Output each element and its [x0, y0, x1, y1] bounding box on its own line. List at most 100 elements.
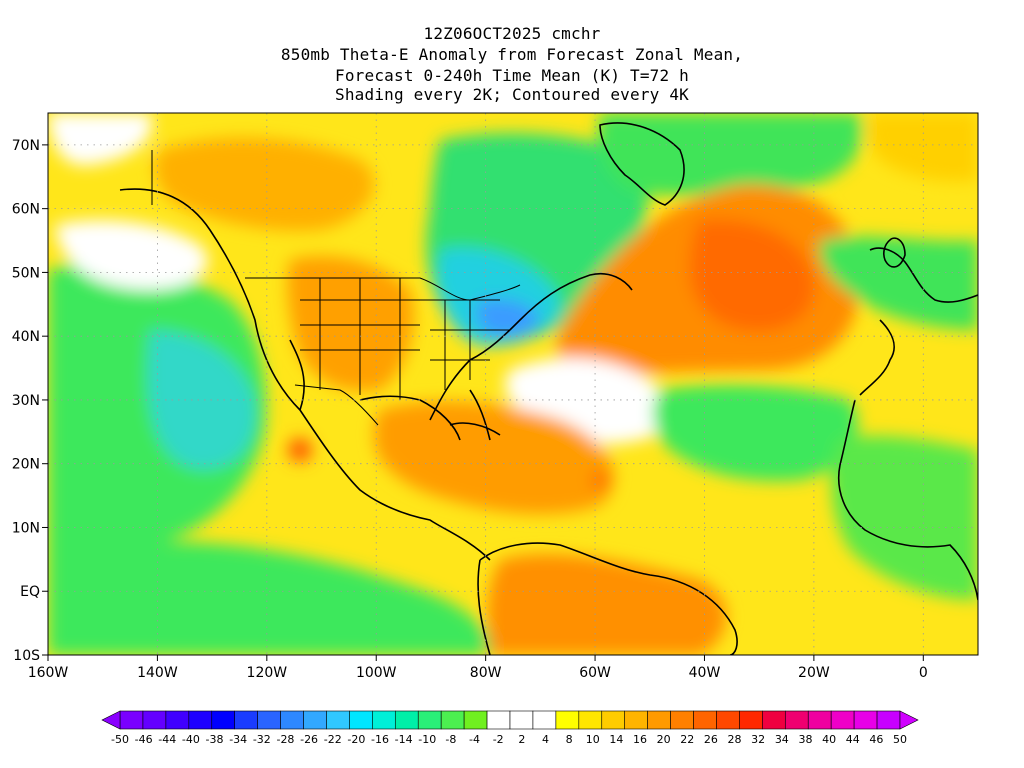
uk-coastline — [883, 237, 906, 268]
africa-coastline — [838, 399, 978, 601]
colorbar-swatch — [417, 710, 442, 730]
colorbar-swatch — [853, 710, 878, 730]
x-tick-label: 140W — [137, 665, 178, 681]
colorbar-label: -20 — [347, 733, 365, 746]
colorbar-label: -34 — [229, 733, 247, 746]
colorbar-label: 16 — [633, 733, 647, 746]
colorbar-swatch — [784, 710, 809, 730]
caribbean-warm-region — [374, 401, 615, 515]
colorbar-label: 46 — [869, 733, 883, 746]
colorbar-label: 2 — [518, 733, 525, 746]
colorbar-label: 28 — [728, 733, 742, 746]
colorbar-label: 44 — [846, 733, 860, 746]
x-tick-label: 120W — [247, 665, 288, 681]
colorbar-label: 10 — [586, 733, 600, 746]
africa-mixed-region — [831, 435, 978, 600]
colorbar-swatch — [486, 710, 511, 730]
europe-cool-region — [819, 236, 978, 330]
eastern-pacific-hotspot — [288, 438, 312, 462]
colorbar-swatch — [349, 710, 373, 730]
pacific-cyan-core — [147, 330, 257, 470]
colorbar-label: 4 — [542, 733, 549, 746]
colorbar-swatch — [257, 710, 281, 730]
colorbar-label: 26 — [704, 733, 718, 746]
colorbar-swatch — [739, 710, 763, 730]
colorbar-swatch — [670, 710, 694, 730]
colorbar-swatch — [578, 710, 603, 730]
colorbar-label: -16 — [371, 733, 389, 746]
colorbar-label: 50 — [893, 733, 907, 746]
colorbar-swatch — [532, 710, 557, 730]
colorbar-swatch — [830, 710, 855, 730]
x-tick-label: 0 — [919, 665, 928, 681]
us-mexico-border — [294, 384, 379, 426]
colorbar-swatch — [188, 710, 213, 730]
colorbar-swatch — [280, 710, 304, 730]
colorbar-low-arrow — [101, 710, 121, 730]
colorbar-label: 14 — [609, 733, 623, 746]
x-tick-label: 80W — [470, 665, 502, 681]
anomaly-shading — [48, 113, 978, 655]
east-atlantic-cool-region — [653, 384, 858, 481]
y-tick-label: 30N — [12, 393, 40, 409]
central-atlantic-hotspot — [591, 471, 609, 489]
colorbar-label: 40 — [822, 733, 836, 746]
colorbar-high-arrow — [899, 710, 919, 730]
y-tick-label: 10N — [12, 520, 40, 536]
colorbar-swatch — [463, 710, 488, 730]
colorbar-label: -44 — [158, 733, 176, 746]
colorbar-label: -4 — [469, 733, 480, 746]
arctic-neutral-region — [48, 113, 152, 166]
title-line-2: 850mb Theta-E Anomaly from Forecast Zona… — [280, 45, 744, 64]
colorbar-label: 20 — [657, 733, 671, 746]
colorbar-label: -32 — [253, 733, 271, 746]
colorbar-label: 34 — [775, 733, 789, 746]
greenland-coastline — [599, 122, 685, 206]
colorbar-label: -50 — [111, 733, 129, 746]
colorbar-swatch — [716, 710, 740, 730]
ne-us-blue-core — [475, 298, 540, 337]
colorbar-swatch — [693, 710, 717, 730]
colorbar-label: -26 — [300, 733, 318, 746]
x-tick-label: 20W — [798, 665, 830, 681]
y-tick-label: 50N — [12, 265, 40, 281]
y-tick-label: 10S — [13, 648, 40, 664]
colorbar-swatch — [326, 710, 350, 730]
coastlines — [119, 122, 978, 655]
colorbar-label: 38 — [798, 733, 812, 746]
alaska-warm-region — [154, 137, 375, 231]
map-frame — [47, 112, 979, 656]
ne-pacific-neutral — [55, 220, 208, 290]
greenland-cool-region — [598, 113, 862, 196]
colorbar-swatch — [142, 710, 167, 730]
colorbar-swatch — [394, 710, 419, 730]
tropical-pacific-band — [48, 541, 490, 655]
colorbar-label: -2 — [493, 733, 504, 746]
colorbar-label: -22 — [324, 733, 342, 746]
europe-coastline — [859, 247, 978, 396]
colorbar-swatch — [762, 710, 786, 730]
colorbar-swatch — [211, 710, 236, 730]
colorbar-swatch — [555, 710, 580, 730]
colorbar-swatch — [647, 710, 671, 730]
x-tick-label: 60W — [579, 665, 611, 681]
south-america-coastline — [477, 542, 738, 655]
central-us-warm-region — [287, 256, 414, 391]
colorbar-swatch — [624, 710, 648, 730]
south-america-warm-region — [487, 553, 727, 655]
colorbar-swatch — [303, 710, 327, 730]
colorbar-label: -14 — [395, 733, 413, 746]
colorbar-label: -28 — [276, 733, 294, 746]
colorbar-swatch — [234, 710, 258, 730]
colorbar-label: -8 — [445, 733, 456, 746]
colorbar-swatch — [601, 710, 626, 730]
colorbar-label: -10 — [418, 733, 436, 746]
atlantic-warm-core — [690, 219, 815, 331]
x-tick-label: 160W — [28, 665, 69, 681]
colorbar-label: 22 — [680, 733, 694, 746]
nw-europe-warm-region — [867, 113, 978, 182]
colorbar-swatch — [372, 710, 396, 730]
y-axis: 10S EQ 10N 20N 30N 40N 50N 60N 70N — [12, 138, 48, 664]
y-tick-label: 20N — [12, 457, 40, 473]
